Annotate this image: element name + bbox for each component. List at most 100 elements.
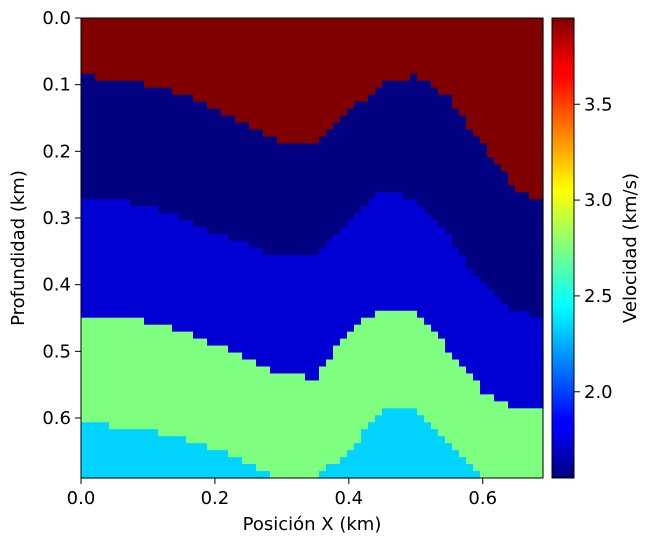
heatmap-cell xyxy=(445,227,544,235)
heatmap-cell xyxy=(319,136,481,145)
heatmap-cell xyxy=(494,157,544,165)
heatmap-cell xyxy=(487,143,544,152)
heatmap-cell xyxy=(81,136,278,145)
heatmap-cell xyxy=(459,108,544,117)
heatmap-cell xyxy=(473,129,544,138)
y-tick-label: 0.5 xyxy=(42,341,71,362)
heatmap-cell xyxy=(81,73,96,82)
heatmap-cell xyxy=(431,324,544,333)
heatmap-cell xyxy=(452,352,544,361)
heatmap-cell xyxy=(326,464,474,472)
heatmap-cell xyxy=(319,373,474,382)
heatmap-cell xyxy=(480,136,544,145)
heatmap-cell xyxy=(319,366,467,375)
heatmap-cell xyxy=(529,192,544,200)
heatmap-cell xyxy=(81,282,488,291)
heatmap-cell xyxy=(186,436,362,444)
heatmap-cell xyxy=(81,464,257,472)
heatmap-cell xyxy=(179,213,355,221)
heatmap-cell xyxy=(466,457,544,465)
heatmap-cell xyxy=(452,94,544,103)
heatmap-cell xyxy=(459,248,544,256)
heatmap-cell xyxy=(480,387,544,395)
heatmap-cell xyxy=(81,471,271,479)
heatmap-cell xyxy=(438,429,544,437)
heatmap-cell xyxy=(354,213,432,221)
heatmap-cell xyxy=(452,101,544,110)
heatmap-cell xyxy=(81,52,544,61)
heatmap-cell xyxy=(81,94,194,103)
y-tick-label: 0.6 xyxy=(42,408,71,429)
heatmap-cell xyxy=(347,108,460,117)
x-axis-label: Posición X (km) xyxy=(243,514,382,535)
heatmap-cell xyxy=(508,178,544,186)
heatmap-cell xyxy=(333,345,446,354)
heatmap-cell xyxy=(81,157,495,165)
heatmap-cell xyxy=(480,471,544,479)
plot-frame xyxy=(80,17,544,479)
heatmap-cell xyxy=(501,164,544,172)
y-axis-ticks: 0.0 0.1 0.2 0.3 0.4 0.5 0.6 xyxy=(42,8,81,429)
heatmap-cell xyxy=(81,164,502,172)
heatmap-cell xyxy=(81,429,159,437)
heatmap-cell xyxy=(193,94,369,103)
heatmap-cell xyxy=(81,289,495,298)
heatmap-cell xyxy=(249,241,327,249)
heatmap-cell xyxy=(228,345,334,354)
heatmap-cell xyxy=(158,429,362,437)
heatmap-cell xyxy=(354,324,432,333)
heatmap-cell xyxy=(207,101,355,110)
heatmap-cell xyxy=(354,443,453,451)
heatmap-cell xyxy=(81,331,194,340)
heatmap-cell xyxy=(81,387,481,395)
heatmap-cell xyxy=(81,415,376,423)
y-tick-label: 0.4 xyxy=(42,275,71,296)
heatmap-cell xyxy=(466,261,544,270)
heatmap-cell xyxy=(354,101,453,110)
heatmap-cell xyxy=(81,31,544,40)
heatmap-cell xyxy=(144,80,383,89)
heatmap-cell xyxy=(81,59,544,68)
heatmap-cell xyxy=(382,408,418,416)
velocity-heatmap xyxy=(81,18,544,479)
heatmap-cell xyxy=(431,422,544,430)
heatmap-cell xyxy=(235,115,341,124)
y-tick-label: 0.0 xyxy=(42,8,71,29)
heatmap-cell xyxy=(81,359,257,368)
heatmap-cell xyxy=(81,143,488,152)
heatmap-cell xyxy=(81,366,271,375)
heatmap-cell xyxy=(319,248,460,256)
heatmap-cell xyxy=(81,185,516,193)
heatmap-cell xyxy=(466,122,544,131)
heatmap-cell xyxy=(81,310,376,319)
heatmap-cell xyxy=(81,129,264,138)
colorbar xyxy=(551,17,575,479)
heatmap-cell xyxy=(242,457,341,465)
heatmap-cell xyxy=(228,450,348,458)
heatmap-cell xyxy=(256,359,327,368)
heatmap-cell xyxy=(193,331,348,340)
heatmap-cell xyxy=(452,234,544,242)
heatmap-cell xyxy=(81,241,250,249)
heatmap-cell xyxy=(487,150,544,158)
heatmap-cell xyxy=(81,171,509,179)
heatmap-cell xyxy=(81,261,467,270)
heatmap-cell xyxy=(81,192,376,200)
heatmap-cell xyxy=(81,122,250,131)
y-tick-label: 0.2 xyxy=(42,141,71,162)
heatmap-cell xyxy=(459,359,544,368)
heatmap-cell xyxy=(361,436,446,444)
heatmap-cell xyxy=(445,436,544,444)
heatmap-cell xyxy=(326,359,460,368)
heatmap-cell xyxy=(424,206,544,214)
heatmap-cell xyxy=(144,317,362,326)
heatmap-cell xyxy=(347,450,460,458)
heatmap-cell xyxy=(81,87,173,96)
heatmap-cell xyxy=(130,199,369,207)
heatmap-cell xyxy=(81,352,243,361)
heatmap-cell xyxy=(431,80,544,89)
heatmap-cell xyxy=(81,45,544,54)
heatmap-cell xyxy=(340,227,446,235)
heatmap-cell xyxy=(158,206,362,214)
